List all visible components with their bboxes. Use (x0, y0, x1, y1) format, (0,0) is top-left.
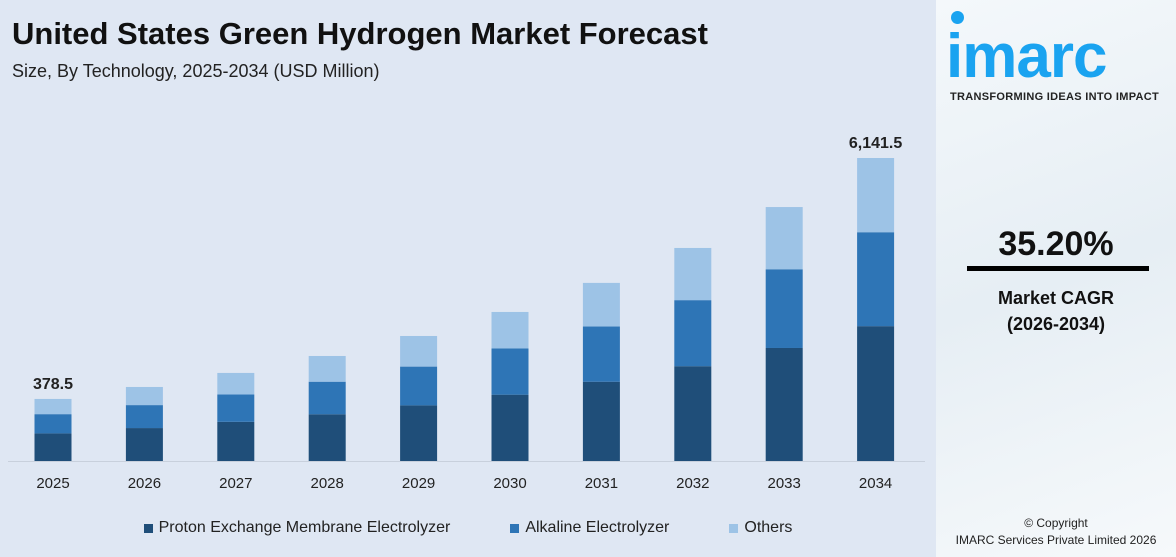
bar-segment-2034-2 (857, 158, 895, 233)
x-tick-label: 2029 (402, 475, 435, 492)
legend: Proton Exchange Membrane Electrolyzer Al… (0, 519, 936, 537)
company-name: IMARC Services Private Limited 2026 (955, 533, 1157, 547)
bar-segment-2033-2 (765, 207, 803, 270)
bar-segment-2028-1 (308, 381, 346, 415)
bar-segment-2030-1 (491, 348, 529, 395)
bar-segment-2027-1 (217, 394, 255, 422)
divider (967, 266, 1149, 271)
x-tick-label: 2025 (36, 475, 69, 492)
tagline: TRANSFORMING IDEAS INTO IMPACT (950, 91, 1160, 103)
x-tick-label: 2030 (493, 475, 526, 492)
bar-segment-2027-0 (217, 421, 255, 461)
chart-title: United States Green Hydrogen Market Fore… (12, 16, 708, 51)
bar-segment-2032-0 (674, 366, 712, 461)
bar-segment-2033-1 (765, 269, 803, 348)
bar-segment-2028-2 (308, 355, 346, 382)
copyright: © Copyright IMARC Services Private Limit… (936, 515, 1176, 549)
x-tick-label: 2031 (585, 475, 618, 492)
bar-segment-2032-1 (674, 300, 712, 367)
bar-segment-2031-1 (582, 326, 620, 382)
bar-segment-2030-0 (491, 394, 529, 461)
cagr-period: (2026-2034) (1006, 314, 1106, 334)
cagr-label: Market CAGR (2026-2034) (936, 285, 1176, 337)
x-tick-label: 2028 (311, 475, 344, 492)
bar-segment-2029-1 (400, 366, 438, 406)
legend-item-alkaline: Alkaline Electrolyzer (510, 519, 669, 537)
legend-label: Alkaline Electrolyzer (525, 519, 670, 536)
bar-segment-2025-0 (34, 433, 72, 461)
cagr-label-text: Market CAGR (997, 288, 1115, 308)
imarc-logo: imarc (946, 22, 1107, 91)
data-label: 6,141.5 (849, 135, 902, 152)
bar-chart: 2025 378.5 2026 2027 2028 2029 2030 2031 2032 203… (8, 135, 925, 492)
side-panel: imarc TRANSFORMING IDEAS INTO IMPACT 35.… (936, 0, 1176, 557)
chart-panel: United States Green Hydrogen Market Fore… (0, 0, 936, 557)
bar-segment-2030-2 (491, 311, 529, 349)
bar-segment-2031-0 (582, 381, 620, 461)
legend-swatch (510, 523, 520, 533)
bar-segment-2029-0 (400, 405, 438, 461)
bar-segment-2028-0 (308, 414, 346, 461)
bar-segment-2029-2 (400, 335, 438, 367)
bar-segment-2031-2 (582, 282, 620, 327)
logo-dot-icon (951, 11, 964, 24)
bar-segment-2025-2 (34, 398, 72, 415)
chart-subtitle: Size, By Technology, 2025-2034 (USD Mill… (12, 61, 380, 81)
x-tick-label: 2032 (676, 475, 709, 492)
copyright-label: © Copyright (1024, 516, 1088, 530)
x-tick-label: 2034 (859, 475, 892, 492)
legend-label: Others (744, 519, 793, 536)
legend-item-pem: Proton Exchange Membrane Electrolyzer (143, 519, 451, 537)
bar-segment-2026-2 (125, 386, 163, 406)
bar-segment-2034-0 (857, 326, 895, 461)
legend-swatch (729, 523, 739, 533)
x-tick-label: 2026 (128, 475, 161, 492)
bar-segment-2033-0 (765, 347, 803, 461)
x-tick-label: 2027 (219, 475, 252, 492)
bar-segment-2034-1 (857, 232, 895, 327)
cagr-value: 35.20% (998, 225, 1114, 263)
bar-segment-2026-1 (125, 405, 163, 429)
legend-item-others: Others (729, 519, 792, 537)
bar-segment-2026-0 (125, 428, 163, 461)
data-label: 378.5 (33, 376, 73, 393)
bar-segment-2027-2 (217, 372, 255, 395)
bar-segment-2025-1 (34, 414, 72, 434)
legend-swatch (143, 523, 153, 533)
bar-segment-2032-2 (674, 247, 712, 301)
legend-label: Proton Exchange Membrane Electrolyzer (158, 519, 451, 536)
x-tick-label: 2033 (768, 475, 801, 492)
